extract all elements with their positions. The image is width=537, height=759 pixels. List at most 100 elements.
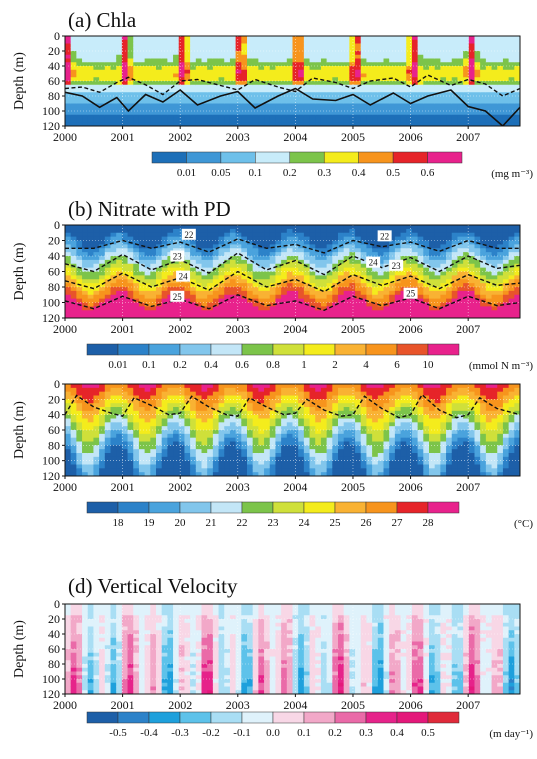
heatmap-cell [269, 275, 277, 280]
heatmap-cell [485, 240, 493, 245]
heatmap-cell [440, 252, 447, 257]
heatmap-cell [264, 96, 271, 101]
heatmap-cell [207, 418, 214, 423]
heatmap-cell [480, 302, 487, 307]
heatmap-cell [235, 287, 242, 292]
heatmap-cell [457, 225, 464, 230]
heatmap-cell [144, 294, 151, 300]
heatmap-cell [241, 47, 248, 52]
heatmap-cell [247, 73, 254, 78]
heatmap-cell [446, 103, 453, 108]
heatmap-cell [99, 271, 106, 276]
heatmap-cell [338, 77, 345, 82]
heatmap-cell [491, 236, 498, 242]
heatmap-cell [497, 314, 504, 318]
heatmap-cell [65, 460, 72, 466]
heatmap-cell [252, 122, 259, 126]
heatmap-cell [224, 252, 231, 257]
heatmap-cell [434, 51, 441, 56]
heatmap-cell [218, 69, 225, 75]
heatmap-cell [224, 287, 231, 292]
heatmap-cell [406, 114, 413, 120]
heatmap-cell [355, 69, 362, 75]
heatmap-cell [87, 62, 95, 67]
heatmap-cell [383, 84, 390, 90]
heatmap-cell [93, 118, 100, 123]
heatmap-cell [320, 259, 328, 265]
heatmap-cell [491, 36, 498, 41]
heatmap-cell [468, 267, 476, 273]
heatmap-cell [434, 114, 441, 120]
heatmap-cell [156, 290, 163, 296]
heatmap-cell [360, 114, 368, 120]
contour-label-bg [181, 228, 196, 240]
heatmap-cell [298, 36, 305, 41]
heatmap-cell [76, 73, 83, 78]
heatmap-cell [269, 228, 277, 234]
heatmap-cell [457, 92, 464, 97]
heatmap-cell [258, 433, 265, 439]
heatmap-cell [372, 58, 379, 63]
heatmap-cell [229, 99, 237, 105]
heatmap-cell [229, 387, 237, 393]
heatmap-cell [343, 99, 350, 105]
heatmap-cell [366, 298, 373, 304]
heatmap-cell [377, 256, 385, 261]
heatmap-cell [343, 51, 350, 56]
heatmap-cell [286, 103, 294, 108]
heatmap-cell [161, 422, 168, 427]
heatmap-cell [116, 310, 123, 315]
heatmap-cell [247, 232, 254, 238]
heatmap-cell [269, 287, 277, 292]
heatmap-cell [303, 36, 311, 41]
heatmap-cell [286, 81, 294, 86]
heatmap-cell [411, 314, 419, 318]
heatmap-cell [104, 298, 112, 304]
heatmap-cell [144, 47, 151, 52]
heatmap-cell [178, 464, 186, 469]
heatmap-cell [258, 51, 265, 56]
heatmap-cell [212, 460, 220, 466]
heatmap-cell [286, 290, 294, 296]
heatmap-cell [411, 306, 419, 311]
heatmap-cell [258, 275, 265, 280]
heatmap-cell [281, 302, 288, 307]
heatmap-cell [116, 418, 123, 423]
heatmap-cell [218, 39, 225, 45]
heatmap-cell [241, 259, 248, 265]
heatmap-cell [127, 464, 134, 469]
heatmap-cell [383, 96, 390, 101]
heatmap-cell [218, 92, 225, 97]
heatmap-cell [229, 103, 237, 108]
heatmap-cell [133, 426, 140, 431]
heatmap-cell [514, 103, 520, 108]
heatmap-cell [400, 54, 407, 60]
heatmap-cell [349, 252, 356, 257]
heatmap-cell [127, 259, 134, 265]
heatmap-cell [99, 410, 106, 416]
heatmap-cell [275, 403, 282, 408]
heatmap-cell [212, 267, 220, 273]
heatmap-cell [218, 58, 225, 63]
heatmap-cell [133, 283, 140, 288]
heatmap-cell [150, 453, 157, 458]
heatmap-cell [315, 314, 322, 318]
heatmap-cell [343, 47, 350, 52]
heatmap-cell [429, 259, 436, 265]
heatmap-cell [241, 39, 248, 45]
heatmap-cell [127, 118, 134, 123]
heatmap-cell [480, 111, 487, 116]
heatmap-cell [76, 279, 83, 284]
heatmap-cell [400, 302, 407, 307]
heatmap-cell [110, 433, 117, 439]
heatmap-cell [468, 259, 476, 265]
heatmap-cell [150, 47, 157, 52]
heatmap-cell [127, 232, 134, 238]
heatmap-cell [201, 275, 208, 280]
heatmap-cell [110, 111, 117, 116]
heatmap-cell [133, 456, 140, 462]
heatmap-cell [195, 441, 203, 446]
heatmap-cell [343, 302, 350, 307]
heatmap-cell [315, 263, 322, 269]
heatmap-cell [320, 310, 328, 315]
